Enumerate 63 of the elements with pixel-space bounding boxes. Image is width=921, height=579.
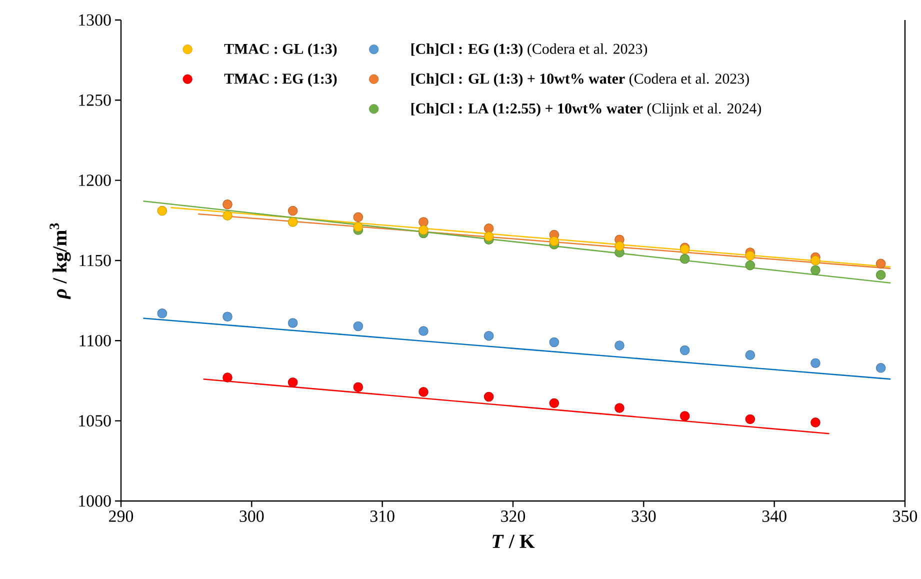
point (549, 236, 560, 246)
point (614, 403, 624, 413)
point (484, 330, 494, 341)
y-tick-label: 1250 (79, 94, 111, 106)
legend-label: TMAC : GL (1:3) (224, 43, 337, 57)
point (549, 337, 560, 348)
y-tick-label: 1050 (79, 415, 111, 427)
x-tick-label: 340 (762, 510, 786, 522)
x-tick-label: 350 (893, 510, 918, 522)
point (353, 222, 364, 232)
x-axis-title: T / K (492, 534, 535, 548)
point (680, 254, 690, 264)
point (680, 411, 690, 421)
point (810, 418, 820, 428)
point (222, 312, 232, 322)
point (876, 270, 886, 280)
point (288, 217, 298, 227)
point (353, 321, 364, 332)
point (745, 414, 756, 424)
point (745, 250, 756, 261)
point (288, 206, 298, 216)
x-tick-label: 320 (501, 510, 526, 522)
x-tick-label: 310 (370, 510, 394, 522)
point (810, 265, 820, 276)
y-tick-label: 1000 (79, 495, 111, 507)
point (222, 199, 232, 210)
legend-label: [Ch]Cl : LA (1:2.55) + 10wt% water (Clijnk et al. 2024) (411, 103, 761, 117)
point (810, 358, 820, 368)
point (614, 340, 624, 350)
y-tick-label: 1200 (79, 174, 111, 186)
point (353, 212, 364, 222)
y-tick-label: 1100 (80, 334, 111, 346)
point (549, 398, 560, 408)
point (680, 345, 690, 356)
point (484, 232, 494, 242)
point (614, 241, 624, 251)
point (418, 225, 428, 235)
legend-label: [Ch]Cl : EG (1:3) (Codera et al. 2023) (411, 43, 648, 57)
point (418, 217, 428, 227)
x-tick-label: 330 (632, 510, 656, 522)
point (288, 318, 298, 328)
point (157, 308, 168, 318)
x-tick-label: 290 (109, 510, 134, 522)
x-tick-label: 300 (240, 510, 264, 522)
legend-label: TMAC : EG (1:3) (224, 73, 337, 87)
legend-label: [Ch]Cl : GL (1:3) + 10wt% water (Codera et al. 2023) (411, 73, 749, 87)
point (484, 392, 494, 402)
point (418, 387, 428, 397)
y-axis-title: ρ / kg/m$^{3}$ (50, 223, 71, 300)
y-tick-label: 1150 (80, 254, 111, 266)
point (288, 377, 298, 388)
point (353, 382, 364, 392)
point (157, 206, 168, 216)
point (484, 224, 494, 234)
point (876, 258, 886, 269)
point (222, 210, 232, 220)
point (418, 326, 428, 336)
point (810, 256, 820, 266)
point (745, 350, 756, 360)
point (222, 372, 232, 382)
point (876, 363, 886, 373)
y-tick-label: 1300 (79, 14, 111, 26)
point (745, 260, 756, 270)
